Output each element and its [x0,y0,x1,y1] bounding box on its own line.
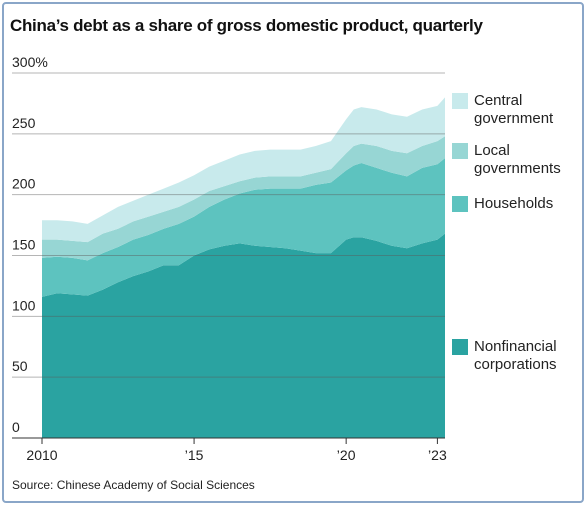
source: Source: Chinese Academy of Social Scienc… [12,478,255,492]
x-tick-label: 2010 [26,447,57,463]
y-tick-label: 50 [12,358,28,374]
area [42,97,445,243]
area [42,158,445,297]
y-tick-label: 200 [12,176,36,192]
x-tick-label: ’20 [337,447,356,463]
area [42,136,445,261]
legend-item: Central government [452,92,584,128]
area [42,233,445,438]
legend-swatch [452,143,468,159]
y-tick-label: 150 [12,237,36,253]
legend-swatch [452,339,468,355]
x-tick-label: ’15 [185,447,204,463]
chart-title: China’s debt as a share of gross domesti… [10,16,483,35]
x-tick-label: ’23 [428,447,447,463]
legend-label: Central government [474,92,554,127]
legend-swatch [452,196,468,212]
legend-label: Households [474,195,554,212]
y-tick-label: 100 [12,297,36,313]
legend-item: Local governments [452,142,584,178]
y-tick-label: 250 [12,115,36,131]
legend-item: Nonfinancial corporations [452,338,584,374]
legend-swatch [452,93,468,109]
legend-item: Households [452,195,584,213]
legend-label: Nonfinancial corporations [474,338,557,373]
legend-label: Local governments [474,142,561,177]
y-tick-label: 300% [12,54,48,70]
y-tick-label: 0 [12,419,20,435]
